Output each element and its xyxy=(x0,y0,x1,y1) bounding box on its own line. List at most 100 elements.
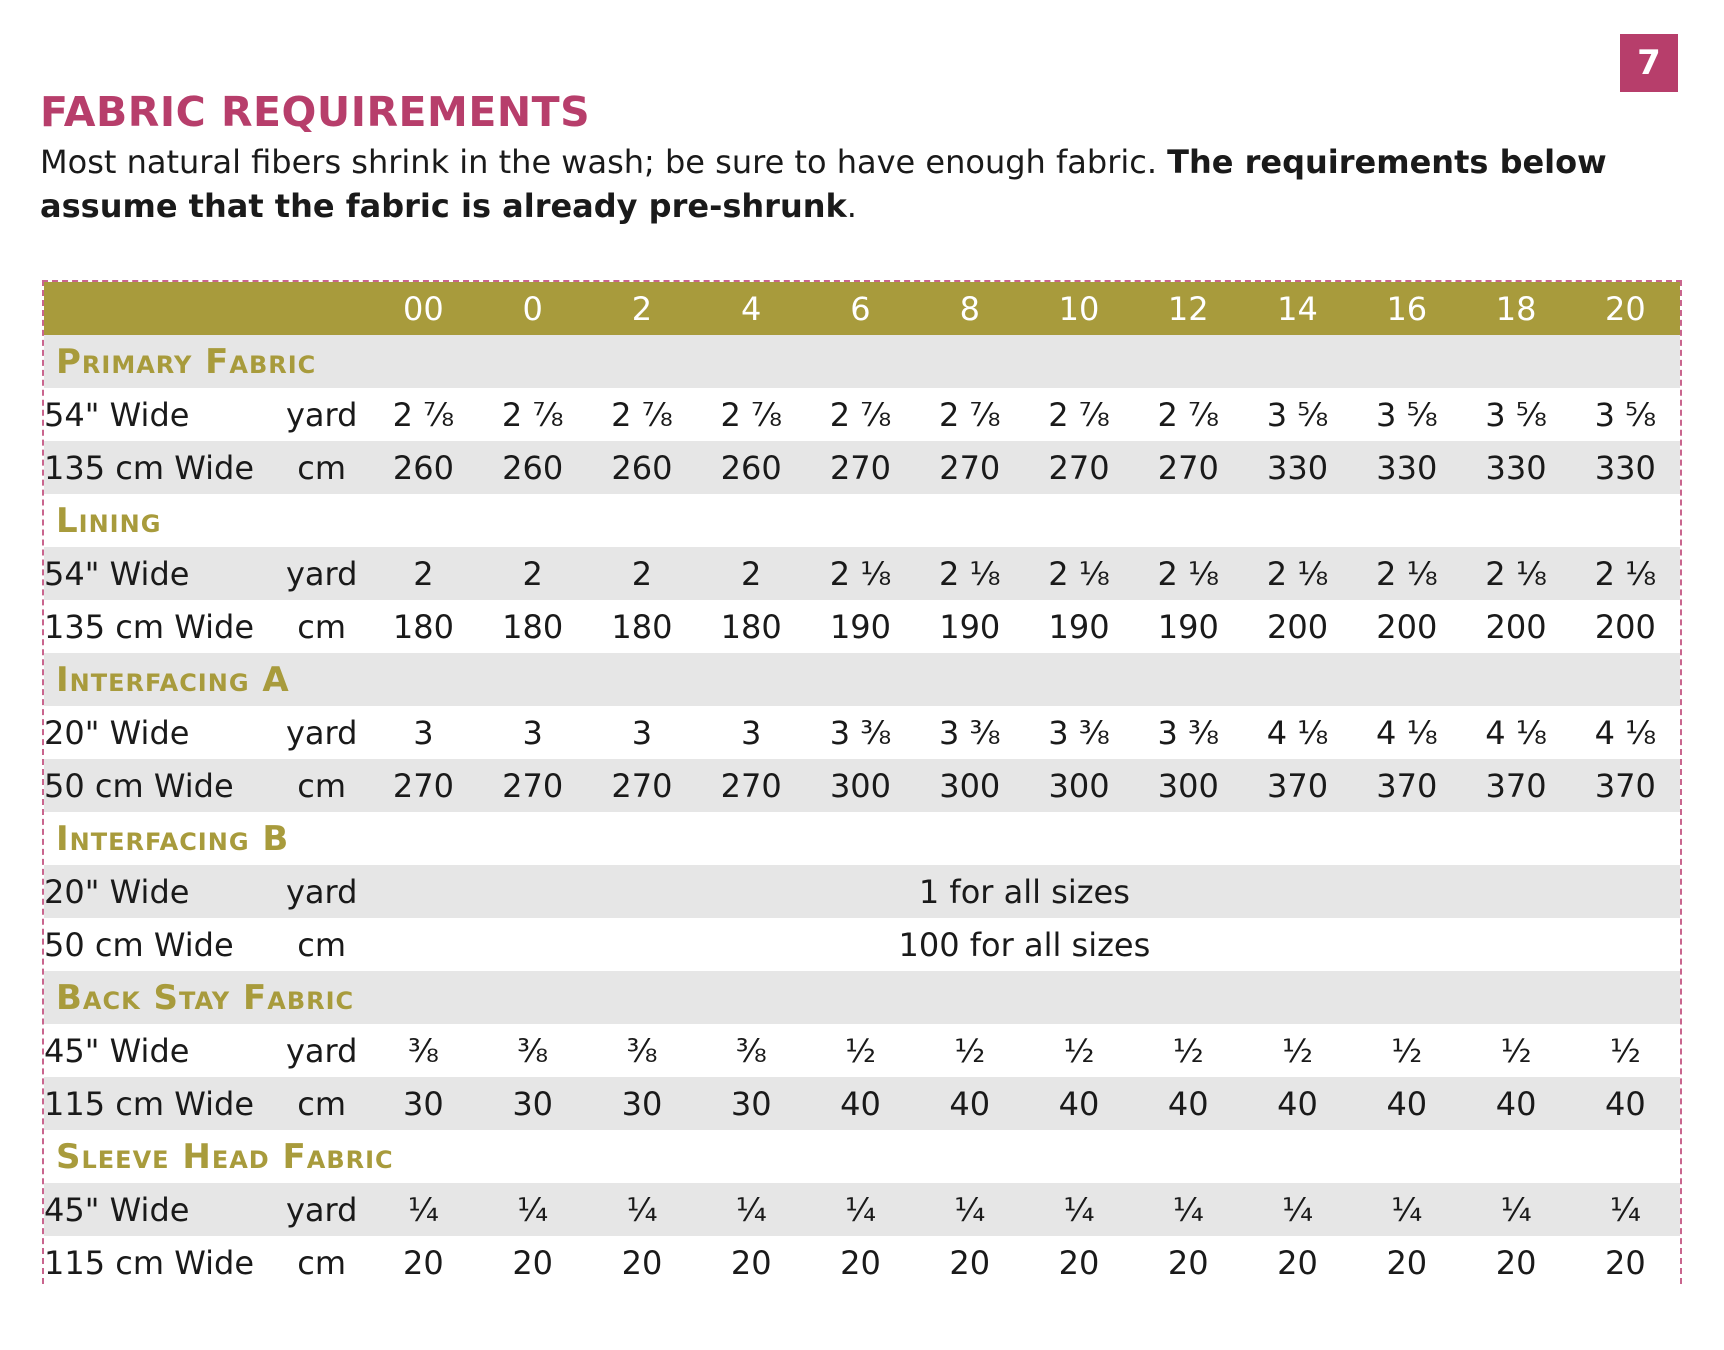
fabric-table-frame: 00 0 2 4 6 8 10 12 14 16 18 20 Primary Fabric 54" Wi… xyxy=(42,280,1682,1289)
size-value-cell: 30 xyxy=(587,1077,697,1130)
size-value-cell: 2 ⅞ xyxy=(915,388,1025,441)
row-label: 135 cm Wide xyxy=(44,600,275,653)
size-value-cell: ⅜ xyxy=(696,1024,806,1077)
size-header-0: 0 xyxy=(478,282,588,335)
size-value-cell: 270 xyxy=(1024,441,1134,494)
size-value-cell: 4 ⅛ xyxy=(1352,706,1462,759)
size-value-cell: 180 xyxy=(478,600,588,653)
size-value-cell: 200 xyxy=(1570,600,1680,653)
size-value-cell: 4 ⅛ xyxy=(1461,706,1571,759)
size-value-cell: 300 xyxy=(915,759,1025,812)
row-unit: cm xyxy=(274,600,369,653)
row-label: 54" Wide xyxy=(44,547,275,600)
size-value-cell: 3 ⅜ xyxy=(1024,706,1134,759)
size-value-cell: ⅜ xyxy=(368,1024,479,1077)
intro-normal: Most natural fibers shrink in the wash; … xyxy=(40,143,1168,181)
size-value-cell: 270 xyxy=(915,441,1025,494)
size-value-cell: 270 xyxy=(368,759,479,812)
size-value-cell: 20 xyxy=(696,1236,806,1289)
size-value-cell: 3 xyxy=(478,706,588,759)
size-value-cell: 2 ⅛ xyxy=(915,547,1025,600)
size-value-cell: 40 xyxy=(1570,1077,1680,1130)
size-value-cell: 180 xyxy=(587,600,697,653)
size-value-cell: 3 ⅝ xyxy=(1570,388,1680,441)
header-blank-cell xyxy=(44,282,275,335)
all-sizes-value: 1 for all sizes xyxy=(368,865,1680,918)
size-value-cell: 2 ⅞ xyxy=(1024,388,1134,441)
size-value-cell: 2 xyxy=(696,547,806,600)
size-value-cell: 300 xyxy=(1024,759,1134,812)
size-value-cell: 200 xyxy=(1242,600,1353,653)
size-value-cell: 3 ⅜ xyxy=(915,706,1025,759)
header-blank-cell xyxy=(274,282,369,335)
size-value-cell: 40 xyxy=(915,1077,1025,1130)
size-value-cell: 370 xyxy=(1570,759,1680,812)
row-label: 20" Wide xyxy=(44,706,275,759)
row-unit: yard xyxy=(274,1024,369,1077)
size-value-cell: 370 xyxy=(1461,759,1571,812)
size-header-8: 8 xyxy=(915,282,1025,335)
table-row: 115 cm Wide cm 20 20 20 20 20 20 20 20 20 20 20 20 xyxy=(44,1236,1680,1289)
size-value-cell: ¼ xyxy=(478,1183,588,1236)
size-value-cell: 30 xyxy=(696,1077,806,1130)
size-value-cell: ¼ xyxy=(1242,1183,1353,1236)
section-row: Interfacing A xyxy=(44,653,1680,706)
size-value-cell: 260 xyxy=(368,441,479,494)
size-value-cell: 180 xyxy=(368,600,479,653)
size-value-cell: 20 xyxy=(587,1236,697,1289)
size-value-cell: 260 xyxy=(587,441,697,494)
size-value-cell: 190 xyxy=(915,600,1025,653)
size-value-cell: 2 ⅞ xyxy=(805,388,916,441)
row-label: 20" Wide xyxy=(44,865,275,918)
size-value-cell: 2 xyxy=(368,547,479,600)
section-title: Lining xyxy=(44,494,1680,547)
size-value-cell: 2 ⅛ xyxy=(1242,547,1353,600)
size-value-cell: 20 xyxy=(1570,1236,1680,1289)
size-header-00: 00 xyxy=(368,282,479,335)
size-value-cell: 270 xyxy=(478,759,588,812)
size-value-cell: 2 ⅞ xyxy=(696,388,806,441)
size-header-12: 12 xyxy=(1133,282,1243,335)
size-value-cell: 330 xyxy=(1570,441,1680,494)
size-value-cell: 3 ⅜ xyxy=(1133,706,1243,759)
intro-text: Most natural fibers shrink in the wash; … xyxy=(40,140,1680,228)
size-value-cell: ½ xyxy=(1570,1024,1680,1077)
size-value-cell: 40 xyxy=(1461,1077,1571,1130)
size-header-row: 00 0 2 4 6 8 10 12 14 16 18 20 xyxy=(44,282,1680,335)
size-header-6: 6 xyxy=(805,282,916,335)
size-value-cell: 200 xyxy=(1461,600,1571,653)
size-value-cell: 300 xyxy=(805,759,916,812)
section-row: Interfacing B xyxy=(44,812,1680,865)
size-value-cell: 40 xyxy=(1133,1077,1243,1130)
row-label: 115 cm Wide xyxy=(44,1077,275,1130)
row-unit: cm xyxy=(274,441,369,494)
size-value-cell: 20 xyxy=(1133,1236,1243,1289)
size-value-cell: ¼ xyxy=(1024,1183,1134,1236)
size-value-cell: 200 xyxy=(1352,600,1462,653)
size-header-16: 16 xyxy=(1352,282,1462,335)
size-value-cell: 40 xyxy=(1242,1077,1353,1130)
size-value-cell: 40 xyxy=(1024,1077,1134,1130)
row-label: 50 cm Wide xyxy=(44,759,275,812)
size-value-cell: 20 xyxy=(478,1236,588,1289)
size-value-cell: 2 ⅛ xyxy=(1024,547,1134,600)
row-unit: cm xyxy=(274,918,369,971)
row-label: 54" Wide xyxy=(44,388,275,441)
table-row: 45" Wide yard ⅜ ⅜ ⅜ ⅜ ½ ½ ½ ½ ½ ½ ½ ½ xyxy=(44,1024,1680,1077)
size-value-cell: 3 ⅜ xyxy=(805,706,916,759)
section-title: Interfacing B xyxy=(44,812,1680,865)
all-sizes-value: 100 for all sizes xyxy=(368,918,1680,971)
size-value-cell: ¼ xyxy=(1570,1183,1680,1236)
section-title: Sleeve Head Fabric xyxy=(44,1130,1680,1183)
size-value-cell: 20 xyxy=(1461,1236,1571,1289)
size-value-cell: 2 ⅛ xyxy=(1352,547,1462,600)
section-row: Sleeve Head Fabric xyxy=(44,1130,1680,1183)
size-value-cell: ½ xyxy=(1133,1024,1243,1077)
row-unit: cm xyxy=(274,1077,369,1130)
size-value-cell: 270 xyxy=(805,441,916,494)
size-value-cell: 270 xyxy=(1133,441,1243,494)
